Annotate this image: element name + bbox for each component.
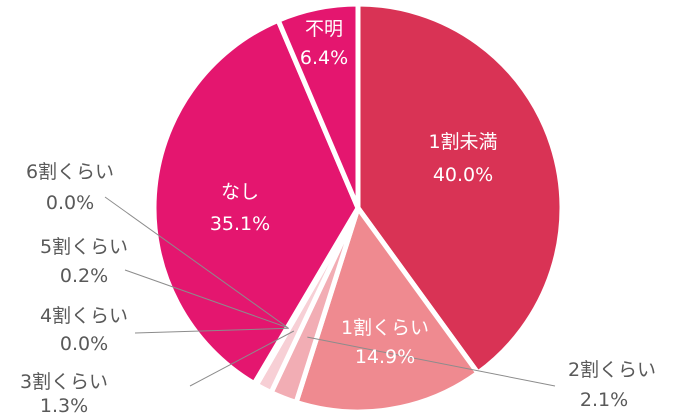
- pie-slice-fumei: [275, 1, 361, 211]
- slice-label-1wari-kurai: 1割くらい: [341, 317, 429, 339]
- slice-label-nashi: なし: [221, 181, 259, 203]
- leader-lines: [104, 196, 556, 387]
- slice-labels: 1割未満 40.0% 1割くらい 14.9% 2割くらい 2.1% 3割くらい …: [20, 18, 656, 417]
- leader-line-6wari-kurai: [104, 196, 288, 328]
- slice-label-fumei: 不明: [305, 18, 343, 40]
- slice-value-5wari-kurai: 0.2%: [60, 265, 108, 287]
- pie-slice-nashi: [151, 17, 361, 387]
- pie-slice-1wari-miman: [355, 1, 565, 376]
- slice-value-nashi: 35.1%: [210, 213, 270, 235]
- slice-value-4wari-kurai: 0.0%: [60, 333, 108, 355]
- leader-line-4wari-kurai: [134, 327, 289, 334]
- slice-label-4wari-kurai: 4割くらい: [40, 305, 128, 327]
- slice-label-5wari-kurai: 5割くらい: [40, 236, 128, 258]
- slice-label-3wari-kurai: 3割くらい: [20, 371, 108, 393]
- slice-label-2wari-kurai: 2割くらい: [568, 359, 656, 381]
- slice-value-2wari-kurai: 2.1%: [580, 389, 628, 411]
- slice-value-1wari-kurai: 14.9%: [355, 346, 415, 368]
- leader-line-5wari-kurai: [124, 269, 289, 329]
- leader-line-3wari-kurai: [189, 330, 295, 387]
- slice-value-6wari-kurai: 0.0%: [46, 192, 94, 214]
- slice-label-6wari-kurai: 6割くらい: [26, 161, 114, 183]
- slice-value-1wari-miman: 40.0%: [433, 164, 493, 186]
- slice-value-3wari-kurai: 1.3%: [40, 395, 88, 417]
- leader-line-2wari-kurai: [307, 336, 556, 387]
- slice-value-fumei: 6.4%: [300, 47, 348, 69]
- pie-slices: [151, 1, 565, 415]
- pie-slice-1wari-kurai: [293, 205, 481, 415]
- slice-label-1wari-miman: 1割未満: [428, 131, 497, 153]
